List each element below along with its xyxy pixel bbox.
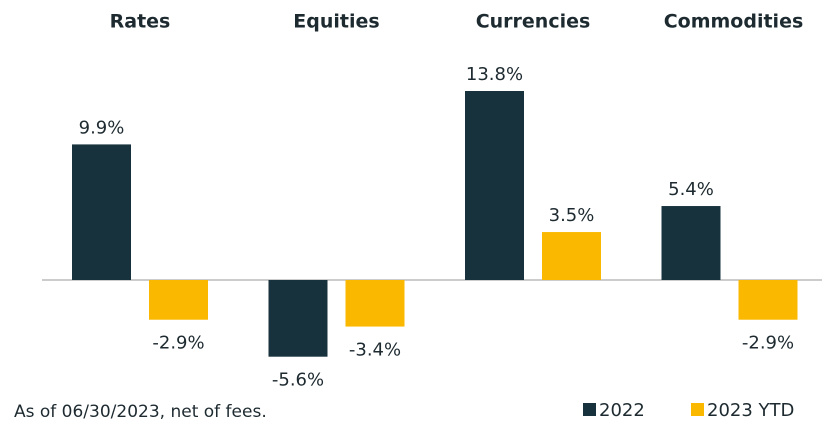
legend-label: 2022	[599, 400, 645, 421]
value-label: -2.9%	[742, 333, 794, 354]
bar	[345, 280, 405, 327]
category-label: Rates	[110, 11, 171, 33]
bar	[72, 144, 131, 280]
footnote: As of 06/30/2023, net of fees.	[14, 402, 267, 422]
legend-swatch	[583, 403, 596, 416]
legend-label: 2023 YTD	[707, 400, 794, 421]
category-label: Commodities	[664, 11, 804, 33]
value-label: -2.9%	[152, 333, 204, 354]
value-label: -3.4%	[349, 340, 401, 361]
bar	[661, 206, 721, 280]
bar	[268, 280, 328, 357]
legend-swatch	[691, 403, 704, 416]
value-label: 13.8%	[466, 64, 523, 85]
value-label: 3.5%	[549, 205, 595, 226]
category-label: Equities	[293, 11, 379, 33]
value-label: 9.9%	[79, 117, 125, 138]
value-label: -5.6%	[272, 370, 324, 391]
bar	[542, 232, 601, 280]
bar	[465, 91, 524, 280]
category-label: Currencies	[476, 11, 591, 33]
bar	[149, 280, 208, 320]
value-label: 5.4%	[668, 179, 714, 200]
bar	[738, 280, 798, 320]
